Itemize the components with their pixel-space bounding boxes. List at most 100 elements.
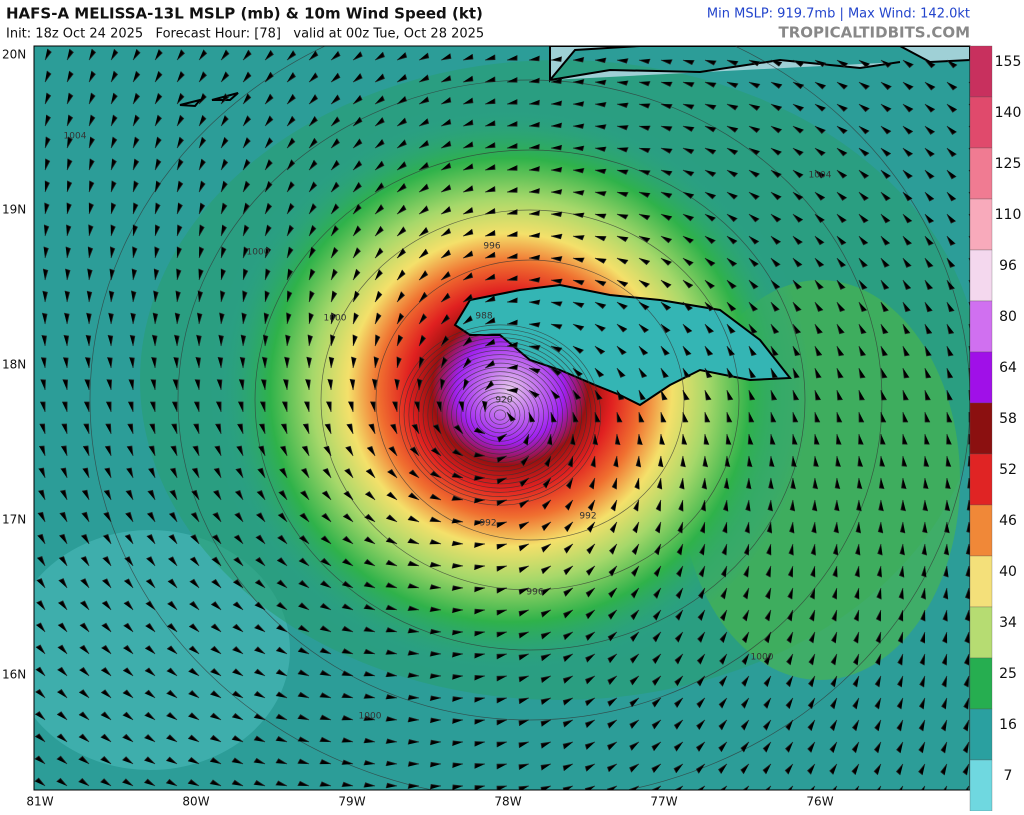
wind-barb <box>506 165 518 171</box>
colorbar-label: 16 <box>999 717 1017 733</box>
wind-barb <box>858 147 870 157</box>
wind-barb <box>594 345 606 355</box>
wind-barb <box>924 147 935 158</box>
wind-barb <box>144 734 156 743</box>
wind-barb <box>792 125 804 134</box>
wind-barb <box>474 785 486 790</box>
wind-barb <box>129 334 136 347</box>
wind-barb <box>880 345 888 357</box>
wind-barb <box>770 301 780 312</box>
wind-barb <box>629 719 640 729</box>
wind-barb <box>740 719 750 731</box>
wind-barb <box>594 213 607 219</box>
wind-barb <box>42 268 49 281</box>
wind-barb <box>638 257 651 266</box>
wind-barb <box>88 136 95 149</box>
wind-barb <box>678 499 684 512</box>
wind-barb <box>506 387 519 394</box>
wind-barb <box>696 675 706 687</box>
wind-barb <box>260 401 266 413</box>
wind-barb <box>35 644 46 655</box>
wind-barb <box>130 312 136 325</box>
wind-barb <box>946 433 952 445</box>
wind-barb <box>132 49 141 61</box>
wind-barb <box>255 534 266 545</box>
wind-barb <box>898 609 904 622</box>
wind-barb <box>474 763 486 769</box>
wind-barb <box>194 401 200 413</box>
wind-barb <box>396 248 406 259</box>
wind-barb <box>588 477 596 490</box>
wind-barb <box>638 367 648 379</box>
wind-barb <box>607 653 618 664</box>
wind-barb <box>675 609 684 621</box>
wind-barb <box>286 224 294 237</box>
colorbar-label: 7 <box>1004 768 1013 784</box>
wind-barb <box>792 169 804 179</box>
wind-barb <box>349 378 356 391</box>
wind-barb <box>38 489 46 501</box>
wind-barb <box>429 739 442 746</box>
wind-barb <box>61 445 68 457</box>
wind-barb <box>540 587 552 596</box>
wind-barb <box>188 667 200 677</box>
wind-barb <box>631 565 640 577</box>
wind-barb <box>352 290 360 303</box>
wind-barb <box>209 779 222 787</box>
wind-barb <box>189 578 200 589</box>
wind-barb <box>726 81 739 89</box>
wind-barb <box>363 671 376 677</box>
wind-barb <box>462 75 474 83</box>
wind-barb <box>352 312 359 325</box>
wind-barb <box>81 511 90 523</box>
wind-barb <box>285 334 291 347</box>
lon-label: 78W <box>494 795 521 809</box>
wind-barb <box>125 489 134 501</box>
wind-barb <box>944 499 951 512</box>
wind-barb <box>610 499 618 512</box>
wind-barb <box>105 423 112 435</box>
wind-barb <box>562 785 574 790</box>
wind-barb <box>858 301 867 313</box>
wind-barb <box>682 345 692 356</box>
wind-barb <box>726 345 735 357</box>
wind-barb <box>919 653 926 666</box>
wind-barb <box>518 631 530 639</box>
wind-barb <box>342 558 354 567</box>
wind-barb <box>390 423 398 435</box>
wind-barb <box>652 653 662 664</box>
wind-barb <box>462 229 474 237</box>
wind-barb <box>660 367 669 379</box>
wind-barb <box>506 341 518 348</box>
wind-barb <box>748 235 760 245</box>
wind-barb <box>281 423 288 435</box>
wind-barb <box>528 389 540 399</box>
wind-barb <box>616 125 629 131</box>
wind-barb <box>506 319 518 326</box>
wind-barb <box>594 301 607 309</box>
wind-barb <box>175 290 181 303</box>
wind-barb <box>496 543 508 550</box>
wind-barb <box>880 389 887 401</box>
wind-barb <box>122 756 134 765</box>
contour-label: 988 <box>475 312 492 322</box>
wind-barb <box>902 125 914 135</box>
wind-barb <box>254 668 266 677</box>
wind-barb <box>762 741 772 753</box>
wind-barb <box>88 114 96 127</box>
wind-barb <box>484 76 496 83</box>
wind-barb <box>429 673 442 679</box>
wind-barb <box>528 322 541 328</box>
wind-barb <box>352 247 361 259</box>
isobar <box>408 333 592 497</box>
wind-barb <box>484 273 496 281</box>
wind-barb <box>924 59 936 69</box>
wind-barb <box>330 159 340 171</box>
wind-barb <box>902 389 909 401</box>
wind-barb <box>88 202 94 215</box>
wind-barb <box>231 735 244 743</box>
wind-barb <box>432 424 442 435</box>
wind-barb <box>264 115 274 127</box>
wind-barb <box>741 631 750 644</box>
wind-barb <box>418 227 429 237</box>
